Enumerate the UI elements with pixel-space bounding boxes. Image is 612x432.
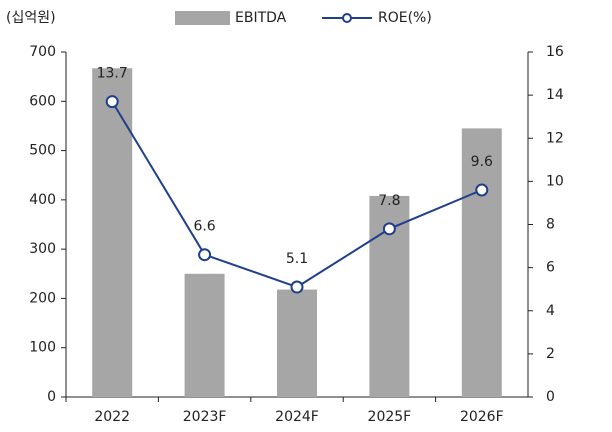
bar — [277, 289, 317, 397]
marker — [475, 183, 489, 197]
y2-tick-label: 12 — [546, 130, 564, 146]
legend-marker — [342, 13, 352, 23]
y2-tick-label: 8 — [546, 217, 555, 233]
y2-tick-label: 4 — [546, 303, 555, 319]
data-label: 13.7 — [97, 66, 128, 82]
x-tick-label: 2022 — [94, 409, 130, 425]
x-tick-label: 2025F — [368, 409, 412, 425]
marker — [290, 280, 304, 294]
bar — [184, 273, 225, 397]
data-label: 6.6 — [193, 219, 215, 235]
y2-tick-label: 16 — [546, 44, 564, 60]
marker — [105, 95, 119, 109]
legend-label: ROE(%) — [378, 10, 432, 26]
marker — [198, 248, 212, 262]
y2-tick-label: 2 — [546, 346, 555, 362]
y-tick-label: 300 — [29, 241, 56, 257]
data-label: 5.1 — [286, 251, 308, 267]
legend-swatch — [175, 11, 230, 25]
marker — [382, 222, 396, 236]
y-tick-label: 500 — [29, 143, 56, 159]
y2-tick-label: 14 — [546, 87, 564, 103]
y-tick-label: 600 — [29, 93, 56, 109]
x-tick-label: 2024F — [275, 409, 319, 425]
y2-tick-label: 10 — [546, 173, 564, 189]
unit-label: (십억원) — [6, 10, 56, 26]
y-tick-label: 400 — [29, 192, 56, 208]
x-tick-label: 2026F — [460, 409, 504, 425]
data-label: 7.8 — [378, 193, 400, 209]
bar — [461, 128, 502, 397]
y-tick-label: 700 — [29, 44, 56, 60]
legend-label: EBITDA — [235, 10, 287, 26]
x-tick-label: 2023F — [183, 409, 227, 425]
y-tick-label: 100 — [29, 340, 56, 356]
bar — [92, 68, 133, 397]
y2-tick-label: 0 — [546, 389, 555, 405]
y-tick-label: 0 — [47, 389, 56, 405]
data-label: 9.6 — [471, 154, 493, 170]
y2-tick-label: 6 — [546, 260, 555, 276]
y-tick-label: 200 — [29, 290, 56, 306]
